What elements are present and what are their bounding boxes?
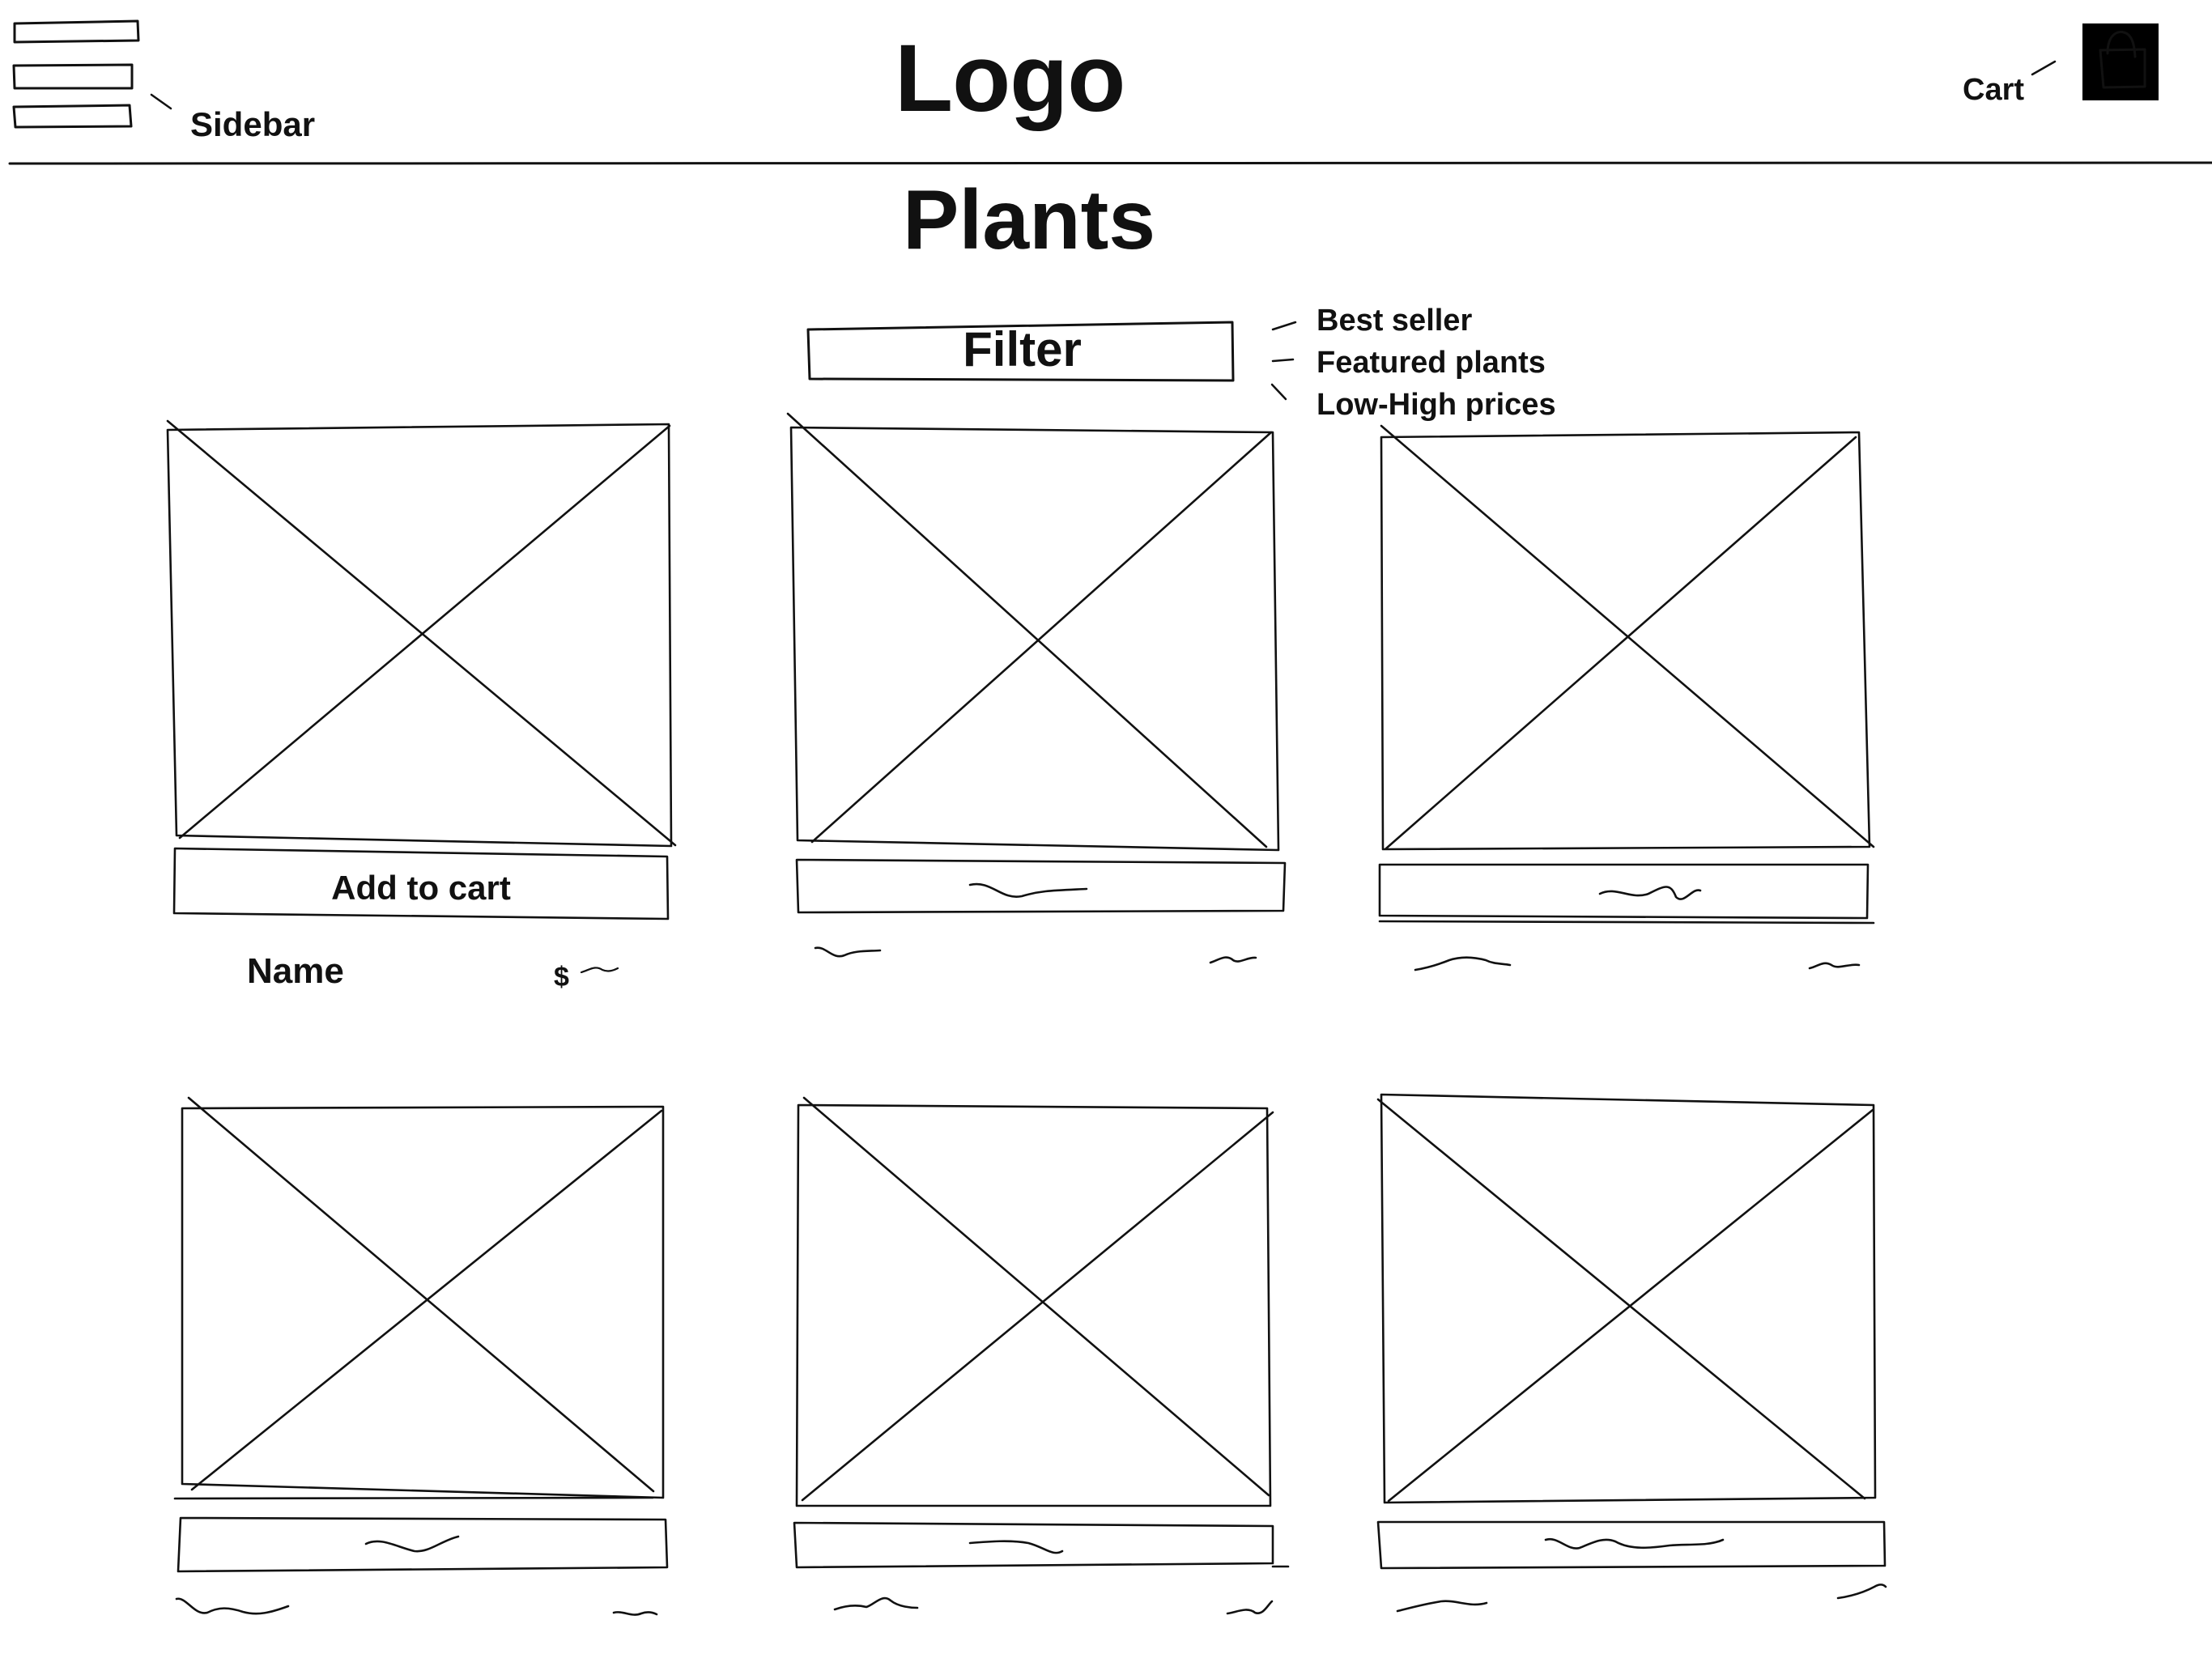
product-card [1376, 1093, 1887, 1613]
add-to-cart-button[interactable]: Add to cart [331, 869, 511, 907]
image-frame [1380, 431, 1871, 851]
menu-bar-top [13, 19, 140, 44]
sidebar-label: Sidebar [190, 105, 316, 143]
product-price-scribble [1209, 956, 1257, 964]
add-to-cart-button-frame[interactable] [172, 847, 670, 920]
add-to-cart-button-frame[interactable] [177, 1516, 669, 1573]
image-frame [166, 423, 673, 848]
filter-box[interactable] [806, 321, 1235, 382]
product-image-3[interactable] [1381, 432, 1870, 849]
image-diagonal [178, 424, 671, 840]
image-diagonal [1385, 436, 1857, 850]
add-to-cart-button-6[interactable] [1378, 1522, 1885, 1568]
button-label-scribble [968, 882, 1088, 898]
product-image-placeholder [786, 412, 1280, 852]
menu-bar-bottom [12, 104, 133, 129]
product-image-2[interactable] [791, 427, 1277, 844]
image-frame [1380, 1093, 1877, 1504]
filter-option-featured-plants[interactable]: Featured plants [1317, 346, 1546, 380]
product-rule [173, 1496, 654, 1500]
cart-button[interactable] [2079, 21, 2162, 104]
product-name-scribble [833, 1596, 919, 1611]
filter-option-stroke-3 [1270, 383, 1287, 401]
menu-bar-middle [12, 63, 134, 90]
add-to-cart-button-3[interactable] [1380, 865, 1868, 918]
cart-icon[interactable] [2082, 23, 2159, 100]
image-diagonal [1387, 1108, 1874, 1503]
product-card [793, 1096, 1290, 1615]
price-value-scribble [580, 967, 619, 974]
image-frame [795, 1103, 1272, 1507]
product-price-scribble [612, 1611, 658, 1616]
image-diagonal [786, 412, 1268, 848]
product-name-scribble [1414, 956, 1512, 971]
filter-option-low-high-prices[interactable]: Low-High prices [1317, 388, 1556, 422]
image-diagonal [166, 419, 677, 847]
button-label-scribble [1544, 1537, 1725, 1550]
product-card [786, 412, 1287, 964]
product-image-6[interactable] [1381, 1095, 1875, 1502]
cart-label: Cart [1963, 73, 2025, 107]
menu-icon[interactable] [12, 19, 140, 129]
filter-button[interactable]: Filter [963, 322, 1082, 376]
product-image-placeholder [795, 1096, 1274, 1507]
add-to-cart-button-2[interactable] [797, 860, 1285, 912]
add-to-cart-button-frame[interactable] [795, 858, 1287, 914]
add-to-cart-button-5[interactable] [794, 1523, 1273, 1567]
logo[interactable]: Logo [895, 25, 1125, 132]
add-to-cart-button-frame[interactable] [1378, 863, 1870, 920]
filter-option-best-seller[interactable]: Best seller [1317, 304, 1473, 338]
page-title: Plants [903, 173, 1156, 267]
product-image-1[interactable] [168, 424, 670, 837]
product-name-scribble [1396, 1600, 1488, 1613]
cart-icon-handle [2106, 30, 2137, 58]
image-diagonal [801, 1111, 1274, 1502]
image-diagonal [810, 431, 1273, 844]
product-card [173, 1096, 669, 1616]
product-image-placeholder [1376, 1093, 1877, 1504]
button-label-scribble [968, 1540, 1064, 1554]
product-name-scribble [814, 946, 882, 958]
filter-dropdown[interactable] [806, 322, 1236, 382]
button-label-scribble [364, 1535, 460, 1553]
cart-icon-bag [2099, 48, 2146, 89]
sidebar-annotation-stroke [150, 93, 172, 110]
image-diagonal [190, 1109, 663, 1491]
product-name: Name [247, 951, 344, 991]
add-to-cart-button-4[interactable] [178, 1518, 667, 1571]
product-image-placeholder [1380, 424, 1875, 851]
product-rule [1378, 920, 1875, 925]
image-diagonal [802, 1096, 1270, 1497]
image-diagonal [187, 1096, 655, 1493]
button-label-scribble [1598, 886, 1702, 900]
menu-button[interactable] [11, 18, 143, 131]
add-to-cart-button-frame[interactable] [793, 1521, 1274, 1569]
image-frame [181, 1105, 665, 1499]
product-image-placeholder [181, 1096, 665, 1499]
cart-annotation-stroke [2031, 60, 2057, 76]
image-diagonal [1376, 1098, 1866, 1500]
product-image-5[interactable] [797, 1105, 1270, 1506]
product-name-scribble [175, 1597, 290, 1615]
filter-option-stroke-1 [1271, 321, 1297, 331]
product-image-placeholder [166, 419, 677, 848]
product-price: $ [554, 962, 569, 993]
filter-option-stroke-2 [1271, 358, 1295, 363]
product-price-scribble [1808, 962, 1861, 970]
add-to-cart-button-frame[interactable] [1376, 1520, 1887, 1570]
product-card [1378, 424, 1875, 971]
product-price-scribble [1836, 1584, 1887, 1600]
image-frame [789, 426, 1280, 852]
product-card [166, 419, 677, 920]
product-image-4[interactable] [182, 1107, 663, 1498]
product-price-scribble [1226, 1600, 1274, 1615]
header-divider [8, 161, 2212, 165]
